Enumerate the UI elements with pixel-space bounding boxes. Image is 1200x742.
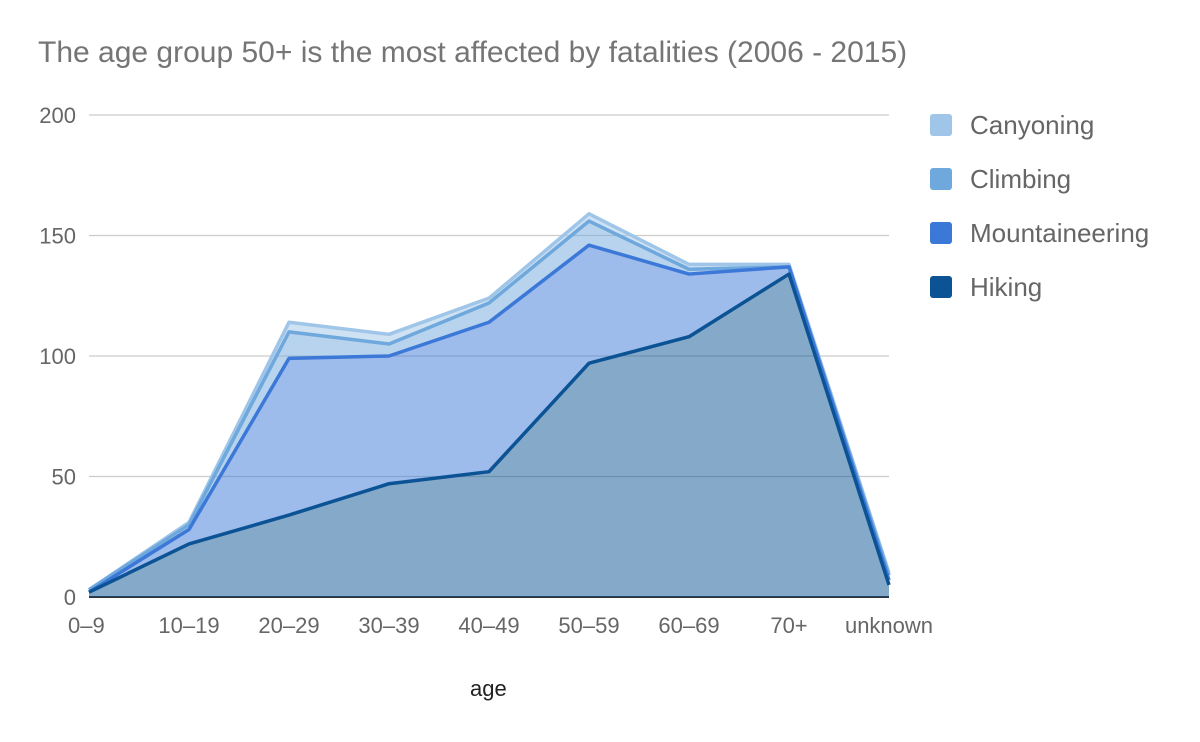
- x-tick-label: 30–39: [358, 613, 419, 638]
- x-tick-label: 0–9: [68, 613, 105, 638]
- line-mountaineering: [88, 243, 891, 594]
- x-tick-label: 20–29: [258, 613, 319, 638]
- legend-item-hiking[interactable]: Hiking: [930, 260, 1149, 314]
- legend-label-hiking: Hiking: [970, 271, 1043, 302]
- x-tick-label: 10–19: [158, 613, 219, 638]
- legend: Canyoning Climbing Mountaineering Hiking: [930, 98, 1149, 314]
- legend-swatch-mountaineering: [930, 222, 952, 244]
- legend-label-canyoning: Canyoning: [970, 109, 1095, 140]
- y-tick-label: 100: [39, 344, 76, 369]
- legend-item-canyoning[interactable]: Canyoning: [930, 98, 1149, 152]
- y-tick-label: 200: [39, 103, 76, 128]
- y-tick-label: 0: [64, 585, 76, 610]
- x-tick-label: unknown: [845, 613, 933, 638]
- line-hiking: [88, 272, 891, 594]
- x-tick-label: 70+: [770, 613, 807, 638]
- legend-item-mountaineering[interactable]: Mountaineering: [930, 206, 1149, 260]
- x-tick-label: 60–69: [658, 613, 719, 638]
- series-lines: [88, 212, 891, 594]
- legend-label-climbing: Climbing: [970, 163, 1072, 194]
- x-axis-label: age: [470, 676, 507, 701]
- legend-swatch-canyoning: [930, 114, 952, 136]
- y-axis-ticks: 0 50 100 150 200: [39, 103, 76, 610]
- x-axis-ticks: 0–9 10–19 20–29 30–39 40–49 50–59 60–69 70+ unkn…: [68, 613, 933, 638]
- x-tick-label: 40–49: [458, 613, 519, 638]
- chart-title: The age group 50+ is the most affected b…: [38, 36, 908, 69]
- legend-swatch-climbing: [930, 168, 952, 190]
- line-canyoning: [88, 212, 891, 592]
- x-tick-label: 50–59: [558, 613, 619, 638]
- legend-item-climbing[interactable]: Climbing: [930, 152, 1149, 206]
- y-tick-label: 150: [39, 224, 76, 249]
- area-mountaineering: [89, 245, 889, 593]
- legend-swatch-hiking: [930, 276, 952, 298]
- legend-label-mountaineering: Mountaineering: [970, 217, 1150, 248]
- y-tick-label: 50: [52, 465, 76, 490]
